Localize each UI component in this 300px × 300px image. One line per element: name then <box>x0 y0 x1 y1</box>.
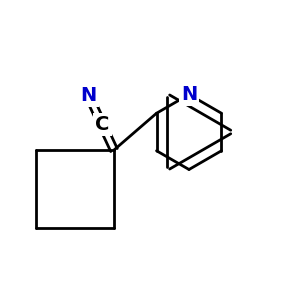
Text: C: C <box>95 115 109 134</box>
Text: N: N <box>181 85 197 104</box>
Text: N: N <box>80 86 97 105</box>
